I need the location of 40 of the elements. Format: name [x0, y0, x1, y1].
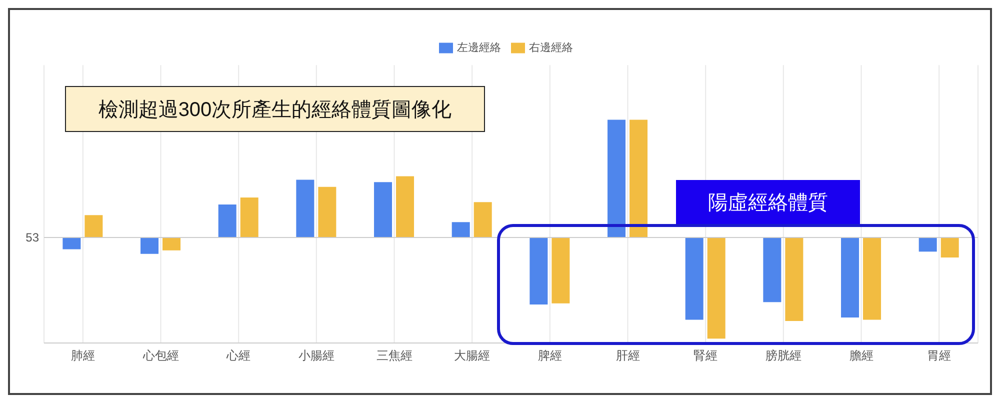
bar	[452, 222, 470, 238]
bar	[84, 215, 103, 238]
bar	[396, 176, 414, 238]
bar	[863, 237, 882, 320]
legend-label: 右邊經絡	[529, 42, 573, 54]
x-tick-label: 胃經	[927, 348, 952, 363]
bar	[940, 237, 959, 258]
annotation: 陽虛經絡體質	[676, 180, 860, 224]
bar	[296, 180, 314, 238]
legend-label: 左邊經絡	[457, 42, 501, 54]
x-tick-label: 膀胱經	[765, 348, 802, 363]
x-tick-label: 膽經	[849, 348, 874, 363]
bar	[763, 237, 782, 302]
x-tick-label: 大腸經	[454, 348, 490, 363]
bar	[685, 237, 704, 320]
bar	[608, 120, 626, 238]
bar	[240, 197, 258, 238]
x-tick-label: 心經	[226, 348, 251, 363]
bar	[140, 237, 159, 254]
bar	[918, 237, 937, 252]
bar	[785, 237, 804, 321]
x-tick-label: 小腸經	[298, 348, 334, 363]
bar	[630, 120, 648, 238]
bar	[374, 182, 392, 238]
bar	[62, 237, 81, 250]
bar	[707, 237, 726, 339]
bar	[552, 237, 570, 304]
x-tick-label: 脾經	[538, 348, 562, 363]
bar	[530, 237, 548, 305]
x-tick-label: 心包經	[142, 348, 179, 363]
bar	[162, 237, 181, 250]
bar	[474, 202, 492, 238]
x-tick-label: 三焦經	[376, 348, 412, 363]
text: 53	[26, 230, 40, 245]
x-tick-label: 肺經	[70, 348, 95, 363]
bar	[841, 237, 860, 318]
bar	[318, 186, 336, 238]
x-tick-label: 肝經	[616, 348, 640, 363]
bar	[218, 204, 236, 238]
x-tick-label: 腎經	[694, 348, 718, 363]
